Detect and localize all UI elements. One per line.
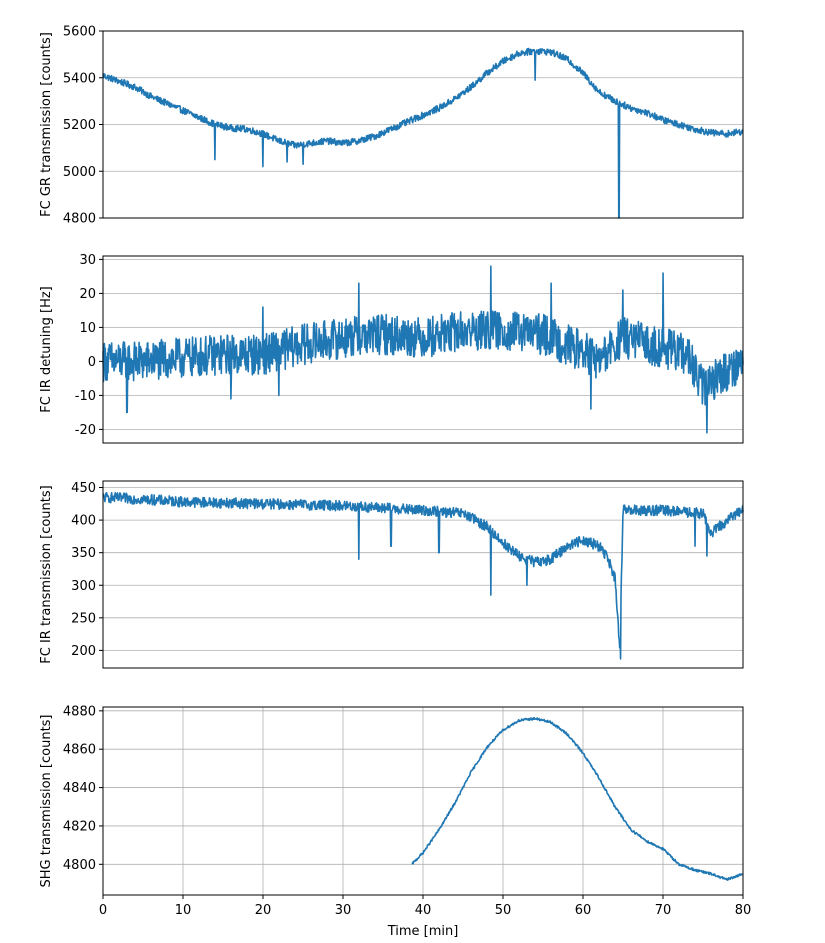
y-axis-label: FC IR detuning [Hz]: [39, 286, 54, 413]
series-line: [102, 47, 744, 219]
y-tick-label: -20: [75, 423, 96, 438]
x-tick-label: 40: [415, 903, 432, 918]
y-tick-label: 4800: [63, 858, 96, 873]
series-line: [411, 716, 744, 881]
y-tick-label: 4880: [63, 704, 96, 719]
y-tick-label: 450: [71, 481, 96, 496]
panel-shg-transmission: 4800 4820 4840 4860 4880 0 10 20 30 40 50 60 70 80 S…: [39, 704, 751, 939]
x-tick-label: 30: [335, 903, 352, 918]
y-tick-label: 10: [79, 321, 96, 336]
y-axis-label: FC IR transmission [counts]: [39, 485, 54, 663]
x-tick-label: 80: [735, 903, 752, 918]
y-tick-label: 4860: [63, 743, 96, 758]
data-trace: [411, 716, 744, 881]
panel-gr-transmission: 4800 5000 5200 5400 5600 FC GR transmission …: [39, 25, 744, 227]
y-tick-label: 30: [79, 253, 96, 268]
y-tick-label: 350: [71, 546, 96, 561]
x-axis-label: Time [min]: [387, 924, 459, 939]
y-tick-label: 300: [71, 579, 96, 594]
x-tick-label: 70: [655, 903, 672, 918]
data-trace: [102, 491, 744, 660]
y-ticks: 4800 5000 5200 5400 5600: [63, 25, 103, 227]
y-axis-label: SHG transmission [counts]: [39, 714, 54, 887]
y-ticks: 4800 4820 4840 4860 4880: [63, 704, 103, 873]
y-axis-label: FC GR transmission [counts]: [39, 32, 54, 217]
data-trace: [102, 265, 744, 434]
gridlines: [103, 707, 743, 895]
axes-frame: [102, 255, 744, 444]
x-tick-label: 60: [575, 903, 592, 918]
y-tick-label: 5200: [63, 118, 96, 133]
series-line: [102, 491, 744, 660]
y-tick-label: 4840: [63, 781, 96, 796]
y-tick-label: -10: [75, 389, 96, 404]
y-tick-label: 5000: [63, 165, 96, 180]
panel-ir-transmission: 200 250 300 350 400 450 FC IR transmission [c…: [39, 480, 744, 669]
x-ticks: 0 10 20 30 40 50 60 70 80: [99, 895, 751, 918]
y-tick-label: 5600: [63, 25, 96, 40]
axes-frame: [102, 480, 744, 669]
y-tick-label: 0: [88, 355, 96, 370]
y-tick-label: 400: [71, 514, 96, 529]
gridlines: [103, 487, 743, 651]
y-tick-label: 5400: [63, 71, 96, 86]
panel-ir-detuning: -20 -10 0 10 20 30 FC IR detuning [Hz]: [39, 253, 744, 444]
y-ticks: -20 -10 0 10 20 30: [75, 253, 103, 438]
x-tick-label: 20: [255, 903, 272, 918]
x-tick-label: 0: [99, 903, 107, 918]
x-tick-label: 10: [175, 903, 192, 918]
y-ticks: 200 250 300 350 400 450: [71, 481, 103, 659]
y-tick-label: 200: [71, 644, 96, 659]
series-line: [102, 265, 744, 434]
data-trace: [102, 47, 744, 219]
y-tick-label: 250: [71, 611, 96, 626]
y-tick-label: 4820: [63, 819, 96, 834]
y-tick-label: 20: [79, 287, 96, 302]
y-tick-label: 4800: [63, 212, 96, 227]
x-tick-label: 50: [495, 903, 512, 918]
